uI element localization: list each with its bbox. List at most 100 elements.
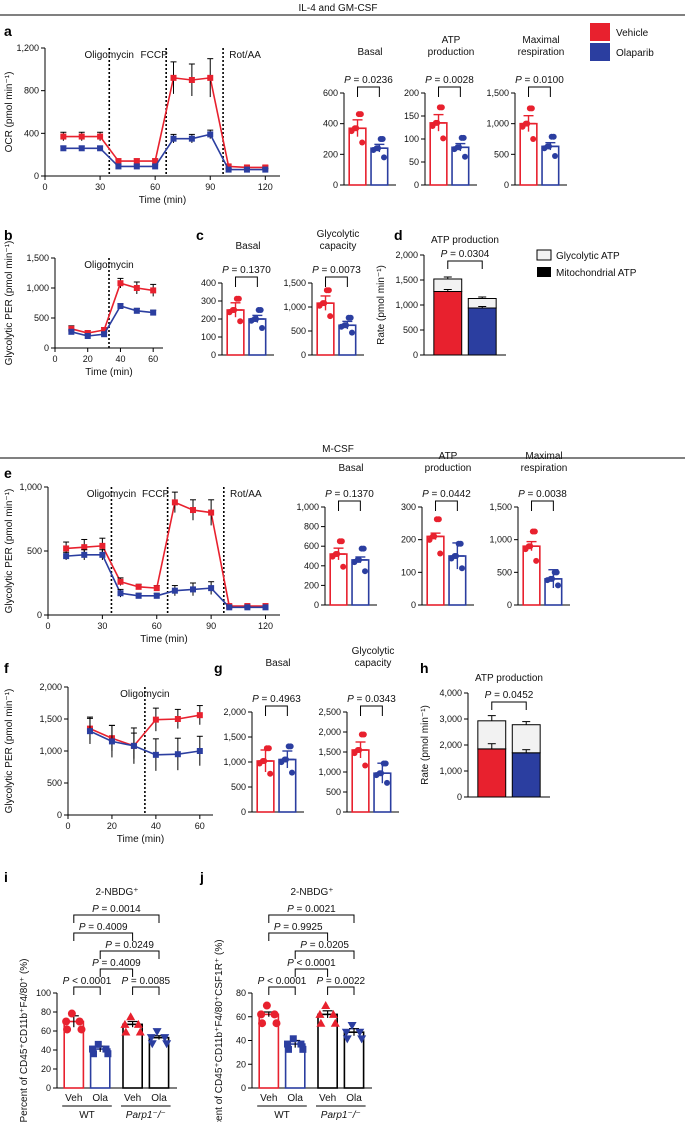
b-series-1-link-1 (103, 305, 122, 335)
e-atp-y-ticklabel-0: 0 (411, 600, 416, 610)
h-y-ticklabel-2: 2,000 (439, 740, 462, 750)
e-series-0-point-6 (171, 499, 178, 506)
c-gly-dot-0-5 (325, 287, 332, 294)
a-series-0-point-1 (78, 133, 85, 140)
legend-mito-label: Mitochondrial ATP (556, 268, 637, 279)
i-comparison-pvalue-3: P = 0.0249 (105, 940, 154, 951)
b-y-ticklabel-1: 500 (34, 313, 49, 323)
panel-label-c: c (196, 227, 204, 243)
i-dot-0-3 (77, 1025, 86, 1034)
j-y-ticklabel-1: 20 (236, 1059, 246, 1069)
panel-label-b: b (4, 227, 13, 243)
a-atp-dot-0-5 (438, 104, 445, 111)
a-max-bar-0 (519, 122, 538, 186)
i-title: 2-NBDG⁺ (95, 887, 138, 898)
a-max-dot-0-4 (524, 120, 531, 127)
g-gly-bar-0 (351, 749, 370, 813)
a-series-0-point-9 (225, 163, 232, 170)
j-comparison-bracket-3 (294, 950, 355, 959)
e-max-title-line1: Maximal (525, 451, 562, 462)
a-y-ticklabel-1: 400 (24, 128, 39, 138)
g-gly-dot-1-4 (378, 770, 385, 777)
i-dot-2-3 (135, 1027, 145, 1036)
e-basal-bar-1 (351, 559, 370, 606)
i-dot-3-0 (147, 1040, 157, 1049)
g-basal-pvalue: P = 0.4963 (252, 694, 301, 705)
i-dot-3-2 (152, 1028, 162, 1037)
c-gly-title-line2: capacity (320, 241, 357, 252)
j-comparison-bracket-2 (294, 968, 329, 977)
a-basal-dot-0-4 (353, 125, 360, 132)
f-y-ticklabel-1: 500 (47, 778, 62, 788)
b-y-ticklabel-2: 1,000 (26, 283, 49, 293)
f-series-1-point-5 (196, 748, 203, 754)
i-comparison-bracket-0 (73, 986, 101, 995)
j-comparison-bracket-4 (268, 932, 329, 941)
e-basal-dot-0-5 (338, 538, 345, 545)
section-title-middle: M-CSF (322, 444, 354, 455)
a-series-1-point-11 (262, 166, 269, 173)
a-series-1-link-1 (99, 147, 120, 167)
e-atp-title-line2: production (425, 463, 472, 474)
a-atp-y-ticklabel-0: 0 (414, 180, 419, 190)
g-basal-title: Basal (265, 658, 290, 669)
f-series-0-point-5 (196, 712, 203, 719)
a-series-0-point-5 (152, 158, 159, 165)
a-series-1-point-6 (170, 135, 177, 142)
legend-vehicle-swatch (590, 23, 610, 41)
c-gly-dot-1-4 (343, 322, 350, 329)
i-y-ticklabel-5: 100 (36, 988, 51, 998)
i-comparison-pvalue-4: P = 0.4009 (79, 922, 128, 933)
e-atp-bar-0 (426, 535, 445, 606)
j-y-ticklabel-4: 80 (236, 988, 246, 998)
e-series-0-point-8 (208, 509, 215, 516)
g-gly-pvalue: P = 0.0343 (347, 694, 396, 705)
e-atp-dot-1-4 (453, 553, 460, 559)
panel-label-e: e (4, 465, 12, 481)
e-series-0-point-3 (117, 578, 124, 585)
i-comparison-bracket-3 (99, 950, 160, 959)
a-max-y-ticklabel-0: 0 (504, 180, 509, 190)
e-series-1-point-7 (190, 586, 196, 593)
a-series-0-point-2 (97, 133, 104, 140)
i-dot-2-4 (120, 1019, 130, 1028)
e-basal-bar-0 (329, 553, 348, 606)
j-comparison-bracket-1 (327, 986, 355, 995)
e-atp-dot-0-5 (435, 516, 442, 523)
j-comparison-pvalue-2: P < 0.0001 (287, 958, 336, 969)
g-gly-y-ticklabel-4: 2,000 (318, 727, 341, 737)
e-series-1-point-8 (208, 585, 215, 592)
b-series-0-point-4 (133, 285, 140, 291)
i-group-label-1: Parp1⁻/⁻ (126, 1110, 166, 1121)
e-x-ticklabel-4: 120 (258, 621, 273, 631)
a-basal-pvalue: P = 0.0236 (344, 75, 393, 86)
g-gly-y-ticklabel-1: 500 (326, 787, 341, 797)
g-gly-dot-0-4 (356, 747, 363, 753)
j-dot-0-3 (272, 1019, 281, 1028)
e-series-1-point-5 (153, 592, 160, 599)
c-gly-dot-1-3 (349, 329, 356, 336)
e-series-1-point-9 (226, 604, 233, 611)
g-basal-dot-1-5 (287, 743, 294, 750)
g-gly-y-ticklabel-2: 1,000 (318, 767, 341, 777)
j-title: 2-NBDG⁺ (290, 887, 333, 898)
e-max-dot-1-5 (553, 569, 560, 576)
c-gly-dot-0-3 (327, 313, 334, 320)
i-dot-2-1 (133, 1019, 143, 1028)
b-series-1-point-0 (68, 328, 75, 335)
f-series-1-point-1 (108, 738, 115, 745)
j-comparison-bracket-5 (268, 914, 355, 923)
e-x-ticklabel-0: 0 (45, 621, 50, 631)
e-basal-sig-bracket (338, 500, 361, 511)
e-xlabel: Time (min) (140, 634, 187, 645)
h-ylabel: Rate (pmol min⁻¹) (420, 705, 431, 785)
d-y-ticklabel-2: 1,000 (395, 300, 418, 310)
i-ylabel: Percent of CD45⁺CD11b⁺F4/80⁺ (%) (19, 958, 30, 1122)
f-series-1-point-2 (130, 742, 137, 749)
e-series-1-link-1 (101, 554, 122, 594)
j-dot-2-1 (328, 1009, 338, 1018)
a-x-ticklabel-0: 0 (42, 182, 47, 192)
panel-label-f: f (4, 660, 9, 676)
i-y-ticklabel-1: 20 (41, 1064, 51, 1074)
